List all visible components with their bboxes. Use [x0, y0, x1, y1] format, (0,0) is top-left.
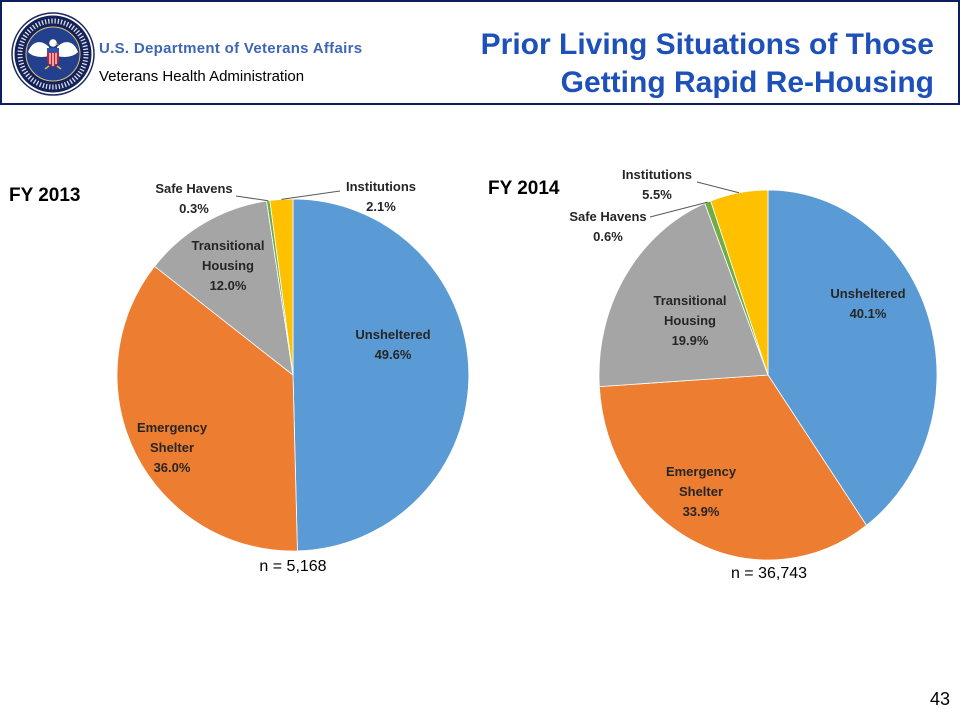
fy-2013-sample-size: n = 5,168	[259, 558, 327, 575]
department-name: U.S. Department of Veterans Affairs	[99, 40, 363, 57]
fy-2014-leader-safe-havens	[649, 201, 708, 218]
slice-label-value: 5.5%	[642, 187, 672, 202]
fy-2013-label-safe-havens: Safe Havens 0.3%	[144, 179, 244, 219]
slice-label-name: Emergency Shelter	[665, 464, 737, 499]
fy-2014-label-emergency-shelter: Emergency Shelter 33.9%	[651, 462, 751, 522]
fy-2014-slice-emergency-shelter	[598, 374, 868, 561]
fy-2013-label-unsheltered: Unsheltered 49.6%	[343, 325, 443, 365]
fy-2013-slice-transitional-housing	[154, 200, 294, 376]
slice-label-value: 19.9%	[671, 333, 709, 348]
slide-header: U.S. Department of Veterans Affairs Vete…	[0, 0, 960, 105]
slice-label-name: Transitional Housing	[191, 238, 265, 273]
slide-title-line-1: Prior Living Situations of Those	[480, 28, 934, 61]
slice-label-name: Institutions	[621, 167, 693, 182]
fy-2013-chart-title: FY 2013	[9, 185, 81, 206]
slice-label-value: 36.0%	[153, 460, 191, 475]
slice-label-value: 49.6%	[374, 347, 412, 362]
slice-label-name: Transitional Housing	[653, 293, 727, 328]
pie-slices	[116, 189, 938, 561]
fy-2014-slice-transitional-housing	[598, 202, 769, 388]
fy-2014-leader-institutions	[696, 181, 740, 194]
slice-label-value: 0.3%	[179, 201, 209, 216]
fy-2013-label-emergency-shelter: Emergency Shelter 36.0%	[122, 418, 222, 478]
fy-2013-label-institutions: Institutions 2.1%	[331, 177, 431, 217]
fy-2014-label-unsheltered: Unsheltered 40.1%	[818, 284, 918, 324]
slice-label-name: Emergency Shelter	[136, 420, 208, 455]
fy-2013-slice-institutions	[269, 198, 294, 376]
slide-title-line-2: Getting Rapid Re-Housing	[560, 66, 934, 99]
slice-label-value: 2.1%	[366, 199, 396, 214]
fy-2013-slice-unsheltered	[292, 198, 470, 552]
fy-2013-slice-emergency-shelter	[116, 265, 298, 552]
leader-lines	[235, 181, 740, 218]
slice-label-name: Institutions	[345, 179, 417, 194]
slice-label-value: 0.6%	[593, 229, 623, 244]
slice-label-name: Unsheltered	[355, 327, 431, 342]
fy-2013-leader-safe-havens	[235, 195, 269, 202]
fy-2014-label-safe-havens: Safe Havens 0.6%	[558, 207, 658, 247]
fy-2014-slice-unsheltered	[767, 189, 938, 526]
administration-name: Veterans Health Administration	[99, 68, 305, 85]
fy-2014-label-institutions: Institutions 5.5%	[607, 165, 707, 205]
slice-label-value: 33.9%	[682, 504, 720, 519]
fy-2014-label-transitional-housing: Transitional Housing 19.9%	[640, 291, 740, 351]
slice-label-name: Safe Havens	[155, 181, 233, 196]
fy-2014-chart-title: FY 2014	[488, 178, 560, 199]
slice-label-name: Unsheltered	[830, 286, 906, 301]
fy-2013-label-transitional-housing: Transitional Housing 12.0%	[178, 236, 278, 296]
slide-title: Prior Living Situations of Those Getting…	[481, 26, 934, 102]
slice-label-name: Safe Havens	[569, 209, 647, 224]
page-number: 43	[929, 689, 950, 709]
slice-label-value: 12.0%	[209, 278, 247, 293]
fy-2014-slice-institutions	[710, 189, 769, 376]
va-seal-icon	[11, 12, 95, 96]
slice-label-value: 40.1%	[849, 306, 887, 321]
fy-2014-sample-size: n = 36,743	[730, 565, 808, 582]
fy-2013-leader-institutions	[281, 190, 341, 200]
